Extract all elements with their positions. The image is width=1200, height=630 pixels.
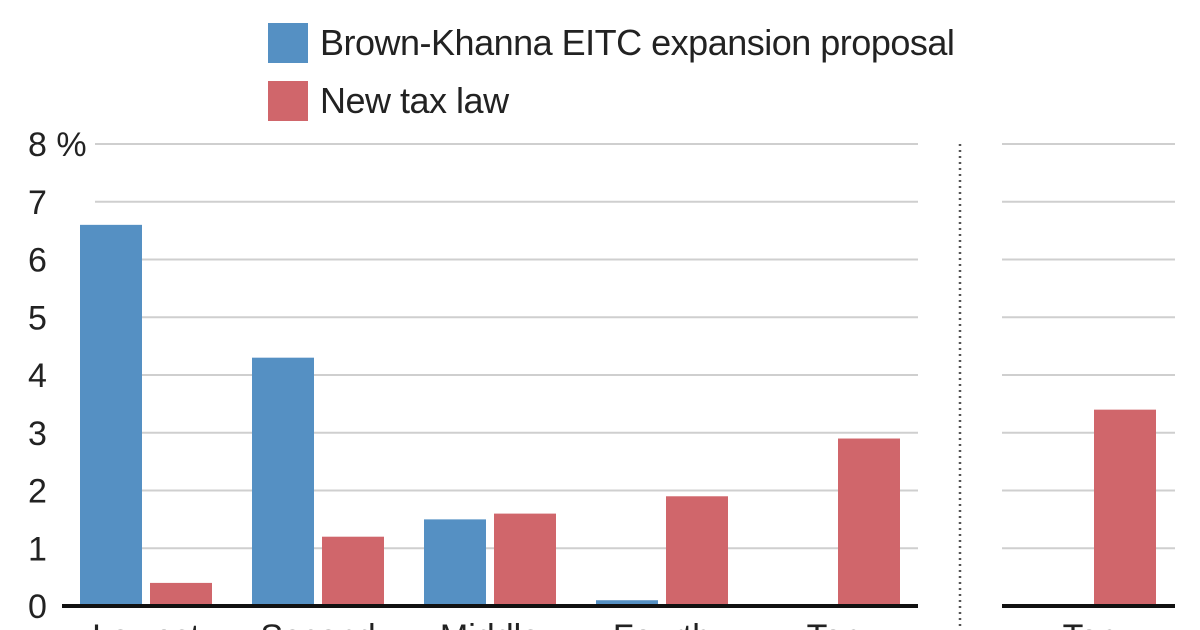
bar-new-tax-law xyxy=(150,582,212,606)
legend-label: New tax law xyxy=(320,80,509,121)
x-category-label: Second xyxy=(260,618,375,630)
y-tick-label: 0 xyxy=(28,588,47,626)
bar-new-tax-law xyxy=(838,438,900,606)
y-tick-label: 4 xyxy=(28,357,47,395)
legend-label: Brown-Khanna EITC expansion proposal xyxy=(320,22,955,63)
x-category-label: Lowest xyxy=(92,618,200,630)
y-tick-label: 2 xyxy=(28,473,47,511)
legend-item-brown-khanna: Brown-Khanna EITC expansion proposal xyxy=(268,22,955,64)
bar-brown-khanna xyxy=(424,519,486,606)
y-tick-label: 7 xyxy=(28,184,47,222)
y-tick-label: 5 xyxy=(28,299,47,337)
bar-brown-khanna xyxy=(80,224,142,606)
bar-new-tax-law xyxy=(666,496,728,606)
bar-brown-khanna xyxy=(596,600,658,606)
legend: Brown-Khanna EITC expansion proposal New… xyxy=(268,22,955,138)
x-category-label: Fourth xyxy=(613,618,711,630)
y-tick-label: 8 % xyxy=(28,126,87,164)
legend-swatch-blue xyxy=(268,23,308,63)
bar-brown-khanna xyxy=(252,357,314,606)
x-category-label: Middle xyxy=(440,618,540,630)
y-tick-label: 1 xyxy=(28,530,47,568)
legend-item-new-tax-law: New tax law xyxy=(268,80,954,122)
bar-new-tax-law xyxy=(1094,409,1156,606)
y-tick-label: 3 xyxy=(28,415,47,453)
x-category-label: Top xyxy=(807,618,862,630)
legend-swatch-red xyxy=(268,81,308,121)
y-tick-label: 6 xyxy=(28,242,47,280)
bar-new-tax-law xyxy=(494,513,556,606)
x-category-label: Top xyxy=(1063,618,1118,630)
bar-new-tax-law xyxy=(322,536,384,606)
